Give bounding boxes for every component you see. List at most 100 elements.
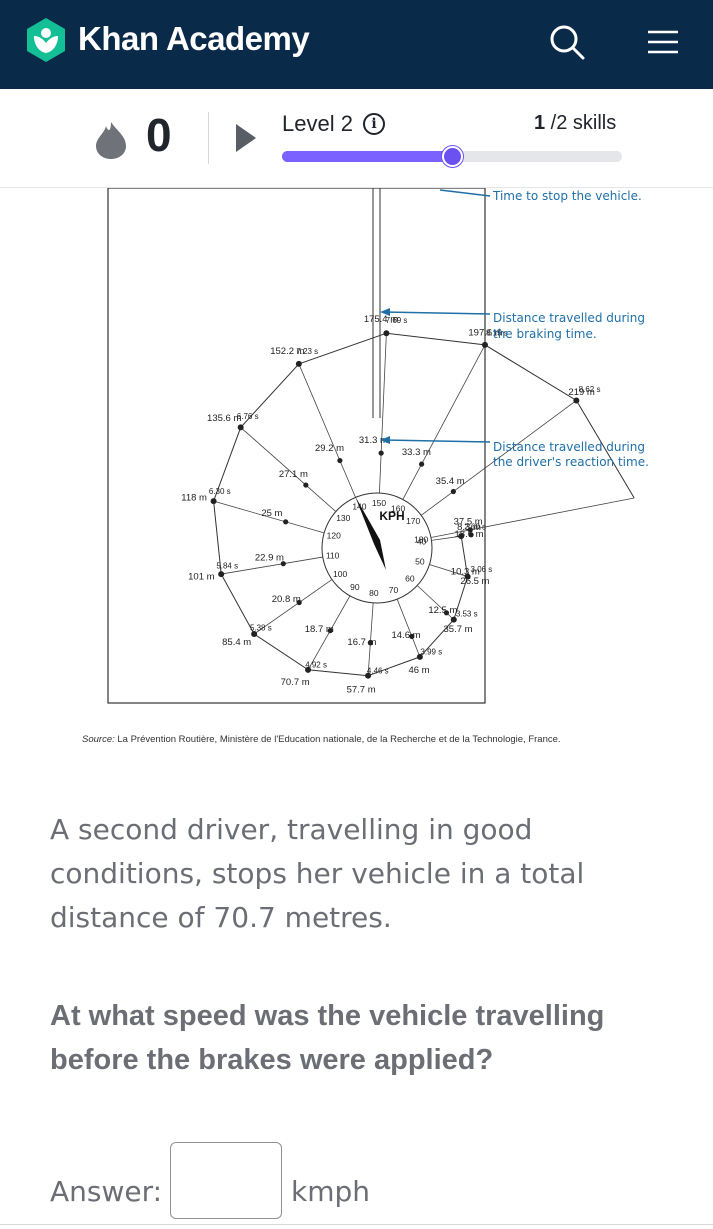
reaction-marker <box>409 633 415 639</box>
stop-time-label: 3.99 s <box>420 648 442 657</box>
info-icon[interactable]: i <box>363 113 385 135</box>
stop-time-label: 8.62 s <box>579 385 601 394</box>
divider <box>208 112 209 164</box>
skills-counter: 1 /2 skills <box>534 112 616 135</box>
braking-annotation: the braking time. <box>493 327 597 341</box>
reaction-distance-label: 33.3 m <box>402 447 431 458</box>
speed-spoke <box>396 599 421 658</box>
speedometer-needle-icon <box>355 496 386 570</box>
stop-time-label: 4.46 s <box>367 667 389 676</box>
answer-unit: kmph <box>291 1175 371 1208</box>
reaction-distance-label: 14.6 m <box>391 630 420 641</box>
stop-time-label: 2.60 s <box>464 523 486 532</box>
total-distance-label: 101 m <box>188 571 214 582</box>
speed-tick-label: 40 <box>417 537 427 547</box>
speed-spoke <box>431 535 462 541</box>
stop-time-label: 3.06 s <box>471 565 493 574</box>
total-marker <box>365 672 372 679</box>
speed-tick-label: 100 <box>333 569 347 579</box>
reaction-marker <box>337 457 343 464</box>
reaction-marker <box>296 599 302 606</box>
reaction-marker <box>467 527 473 533</box>
speed-spoke <box>430 497 635 538</box>
reaction-marker <box>443 610 450 616</box>
reaction-annotation: Distance travelled during <box>493 440 645 454</box>
skills-total: /2 skills <box>545 112 617 134</box>
stop-time-label: 8.15 s <box>486 328 508 337</box>
stop-time-label: 3.53 s <box>456 609 478 618</box>
stop-time-label: 5.38 s <box>250 623 272 632</box>
hamburger-menu-icon[interactable] <box>640 22 684 62</box>
total-distance-label: 18.6 m <box>455 529 484 540</box>
reaction-distance-label: 29.2 m <box>315 443 344 454</box>
source-prefix: Source: <box>82 734 115 745</box>
source-text: La Prévention Routière, Ministère de l'E… <box>114 734 561 745</box>
reaction-distance-label: 35.4 m <box>436 476 465 487</box>
total-marker <box>458 533 465 540</box>
braking-annotation: Distance travelled during <box>493 311 645 325</box>
total-distance-label: 70.7 m <box>281 677 310 688</box>
total-distance-label: 197.6 m <box>468 328 502 339</box>
reaction-distance-label: 12.5 m <box>428 605 457 616</box>
question-text: A second driver, travelling in good cond… <box>50 813 585 934</box>
stop-time-annotation: Time to stop the vehicle. <box>492 189 642 203</box>
diagram-frame <box>107 188 486 704</box>
reaction-distance-label: 37.5 m <box>454 517 483 528</box>
total-distance-label: 57.7 m <box>347 685 376 696</box>
stop-time-label: 7.69 s <box>386 316 408 325</box>
khan-academy-hexagon-icon[interactable] <box>22 16 70 64</box>
total-marker <box>210 498 217 505</box>
level-label: Level 2 <box>282 111 353 136</box>
reaction-annotation: the driver's reaction time. <box>493 455 649 469</box>
total-marker <box>251 631 258 638</box>
streak-count: 0 <box>146 109 172 161</box>
streak-flame-icon <box>96 122 126 159</box>
speed-tick-label: 130 <box>336 513 350 523</box>
speed-tick-label: 50 <box>415 557 425 567</box>
speed-tick-label: 60 <box>405 574 415 584</box>
braking-arrowhead <box>380 308 390 316</box>
braking-arrow <box>383 311 491 315</box>
top-bar: Khan Academy <box>0 0 713 89</box>
play-icon[interactable] <box>236 124 256 152</box>
total-distance-label: 35.7 m <box>444 624 473 635</box>
reaction-distance-label: 10.3 m <box>451 566 480 577</box>
reaction-distance-label: 8.3 m <box>457 522 481 533</box>
speed-spoke <box>367 602 374 676</box>
kph-center-label: KPH <box>379 509 404 523</box>
total-marker <box>295 360 302 367</box>
stop-time-label: 4.92 s <box>305 660 327 669</box>
total-distance-label: 152.2 m <box>270 346 304 357</box>
total-marker <box>481 341 488 348</box>
speed-tick-label: 170 <box>406 516 420 526</box>
stop-time-label: 6.30 s <box>209 487 231 496</box>
total-distance-label: 175.4 m <box>364 314 398 325</box>
reaction-marker <box>468 532 474 538</box>
total-marker <box>218 571 225 578</box>
reaction-marker <box>303 482 309 488</box>
total-marker <box>464 573 471 580</box>
reaction-marker <box>283 519 289 525</box>
reaction-marker <box>327 628 333 634</box>
reaction-arrowhead <box>380 436 390 444</box>
answer-input[interactable] <box>170 1142 282 1219</box>
speed-tick-label: 90 <box>350 582 360 592</box>
speed-tick-label: 160 <box>391 503 405 513</box>
speed-spoke <box>240 427 337 512</box>
total-distance-label: 26.5 m <box>460 576 489 587</box>
speed-tick-label: 70 <box>389 585 399 595</box>
speed-tick-label: 110 <box>326 550 340 560</box>
reaction-marker <box>378 450 384 456</box>
brand-name[interactable]: Khan Academy <box>78 20 310 57</box>
speed-tick-label: 120 <box>327 531 341 541</box>
speed-spoke <box>298 363 356 498</box>
reaction-arrow <box>383 439 491 443</box>
speed-spoke <box>213 500 325 534</box>
total-marker <box>305 666 312 673</box>
total-distance-label: 135.6 m <box>207 413 241 424</box>
search-icon[interactable] <box>545 20 589 64</box>
stop-time-label: 6.76 s <box>237 412 259 421</box>
total-distance-label: 85.4 m <box>222 637 251 648</box>
reaction-distance-label: 25 m <box>261 508 282 519</box>
total-marker <box>383 330 390 337</box>
